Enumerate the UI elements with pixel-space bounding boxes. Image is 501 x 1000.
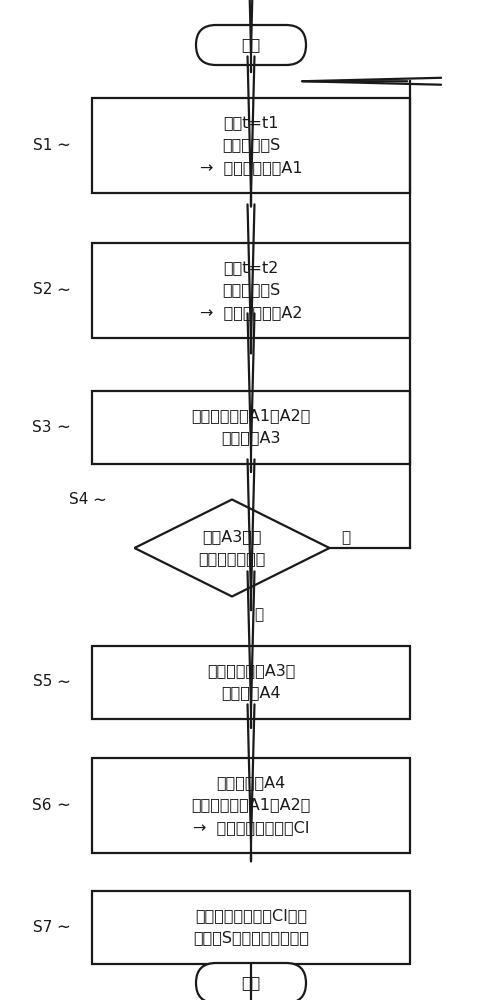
Text: 否: 否 bbox=[341, 530, 350, 546]
Text: 是: 是 bbox=[254, 607, 263, 622]
Text: S7: S7 bbox=[33, 920, 52, 934]
Text: 结束: 结束 bbox=[241, 976, 260, 990]
Text: ∼: ∼ bbox=[56, 796, 70, 814]
Bar bbox=[92, 758, 409, 852]
Text: ∼: ∼ bbox=[56, 136, 70, 154]
Bar bbox=[92, 390, 409, 464]
Polygon shape bbox=[134, 499, 329, 596]
Bar bbox=[92, 646, 409, 718]
Text: S4: S4 bbox=[69, 492, 88, 508]
Text: ∼: ∼ bbox=[56, 673, 70, 691]
Text: 生成图像信号A1与A2的
差分信号A3: 生成图像信号A1与A2的 差分信号A3 bbox=[191, 408, 310, 446]
Text: S1: S1 bbox=[33, 137, 52, 152]
Text: 信号A3是否
在规定值以上？: 信号A3是否 在规定值以上？ bbox=[198, 529, 265, 567]
Text: ∼: ∼ bbox=[56, 418, 70, 436]
Bar bbox=[92, 242, 409, 338]
Text: 将放大信号A4
加到图像信号A1或A2上
→  生成合成图像信号CI: 将放大信号A4 加到图像信号A1或A2上 → 生成合成图像信号CI bbox=[191, 775, 310, 835]
Text: 时刻t=t1
拍摄被摄体S
→  输出图像信号A1: 时刻t=t1 拍摄被摄体S → 输出图像信号A1 bbox=[199, 115, 302, 175]
Text: 时刻t=t2
拍摄被摄体S
→  输出图像信号A2: 时刻t=t2 拍摄被摄体S → 输出图像信号A2 bbox=[199, 260, 302, 320]
Bar bbox=[92, 98, 409, 192]
Text: S5: S5 bbox=[33, 674, 52, 690]
FancyBboxPatch shape bbox=[195, 25, 306, 65]
Text: ∼: ∼ bbox=[56, 281, 70, 299]
Text: 生成差分信号A3的
放大信号A4: 生成差分信号A3的 放大信号A4 bbox=[206, 663, 295, 701]
Text: S2: S2 bbox=[33, 282, 52, 298]
Text: ∼: ∼ bbox=[56, 918, 70, 936]
FancyBboxPatch shape bbox=[195, 963, 306, 1000]
Text: S3: S3 bbox=[33, 420, 52, 434]
Text: 根据合成图像信号CI确定
被摄体S上的紫外发光部位: 根据合成图像信号CI确定 被摄体S上的紫外发光部位 bbox=[192, 908, 309, 946]
Text: S6: S6 bbox=[33, 798, 52, 812]
Text: 开始: 开始 bbox=[241, 37, 260, 52]
Text: ∼: ∼ bbox=[92, 491, 106, 509]
Bar bbox=[92, 890, 409, 964]
